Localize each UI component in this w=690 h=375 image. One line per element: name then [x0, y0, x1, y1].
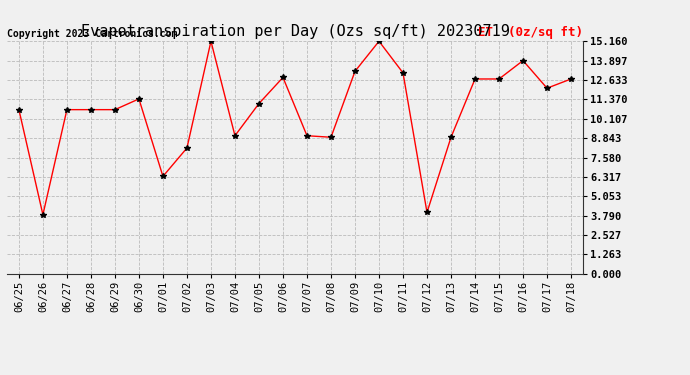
Text: Copyright 2023 Cartronics.com: Copyright 2023 Cartronics.com	[7, 29, 177, 39]
Title: Evapotranspiration per Day (Ozs sq/ft) 20230719: Evapotranspiration per Day (Ozs sq/ft) 2…	[81, 24, 509, 39]
Text: ET  (0z/sq ft): ET (0z/sq ft)	[478, 26, 583, 39]
